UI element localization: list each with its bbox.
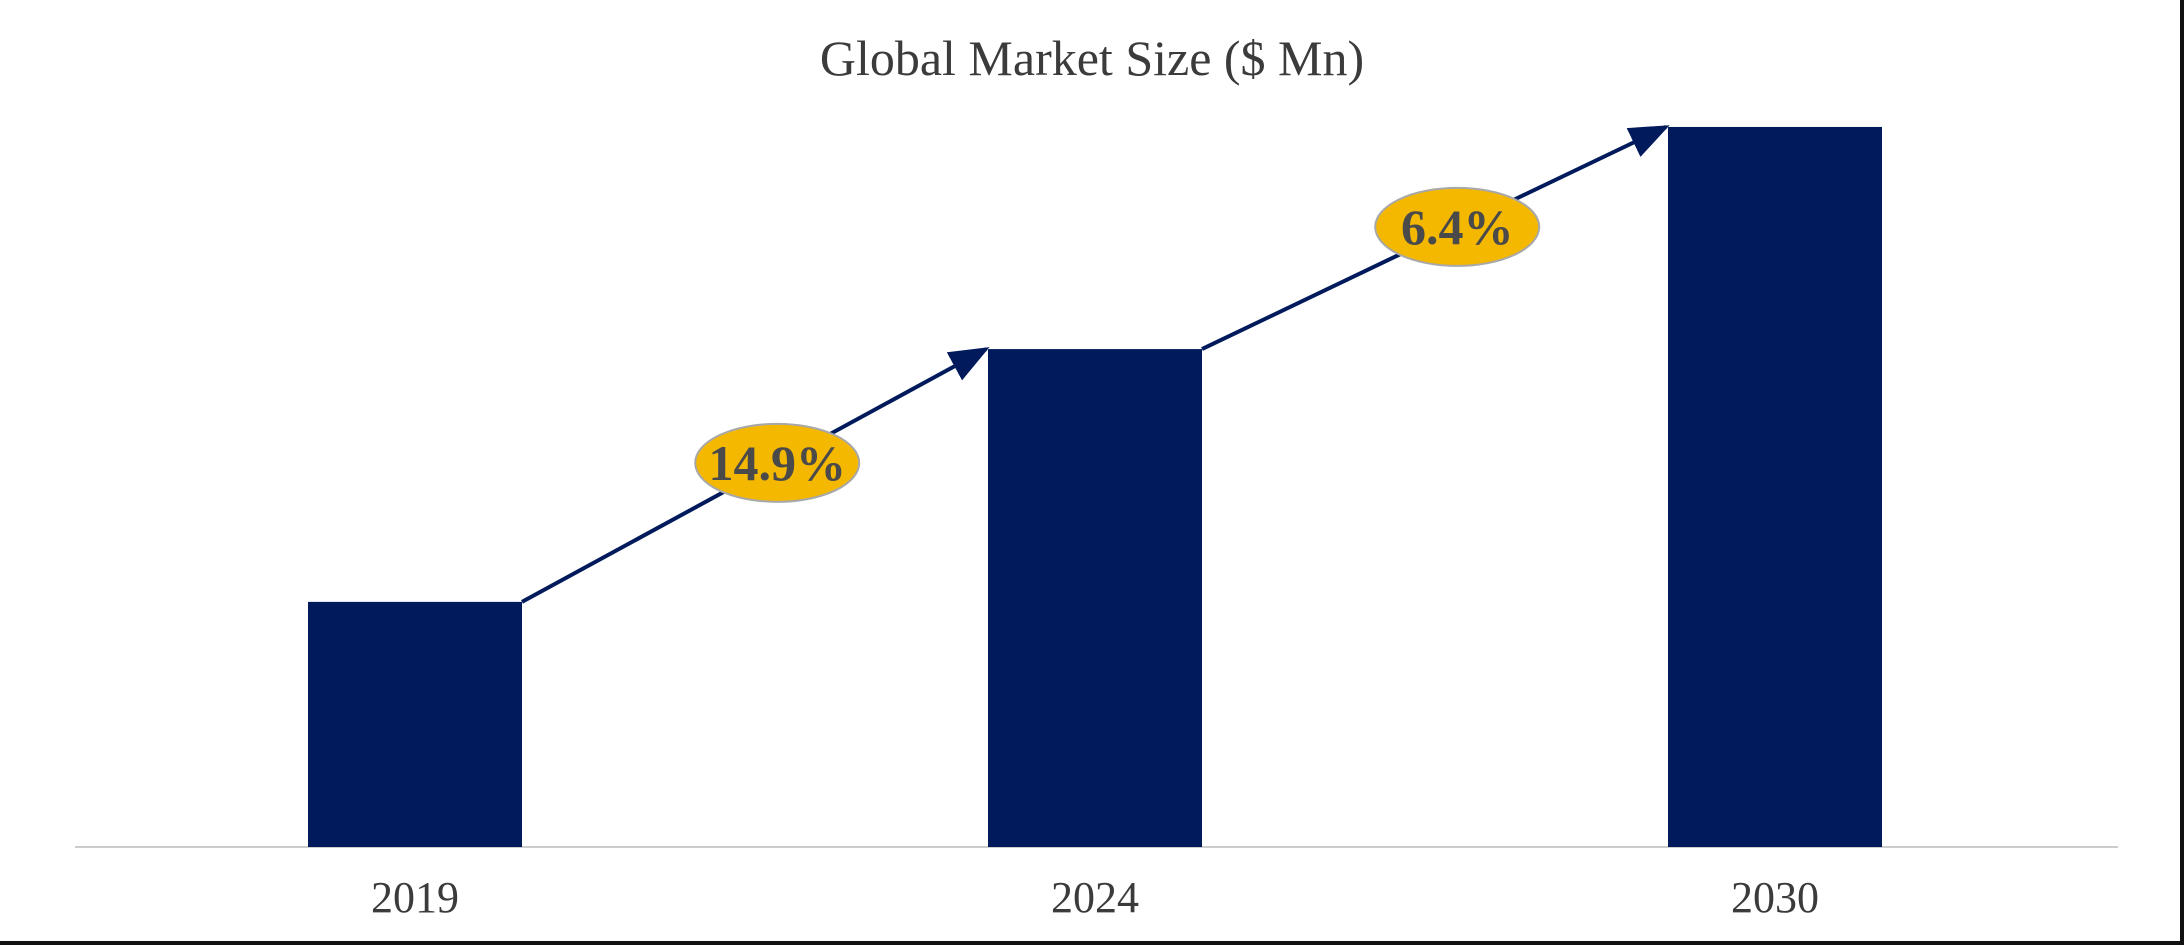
x-tick-label-2019: 2019	[371, 873, 459, 922]
bar-2019	[308, 601, 522, 847]
growth-label-1: 14.9%	[708, 435, 846, 491]
x-tick-label-2024: 2024	[1051, 873, 1139, 922]
growth-label-2: 6.4%	[1401, 199, 1514, 255]
chart-title: Global Market Size ($ Mn)	[819, 30, 1365, 86]
bar-2030	[1668, 126, 1882, 847]
growth-label-badge-2	[1374, 186, 1541, 267]
bar-2024	[988, 349, 1202, 847]
x-tick-label-2030: 2030	[1731, 873, 1819, 922]
growth-label-badge-1	[694, 422, 861, 503]
